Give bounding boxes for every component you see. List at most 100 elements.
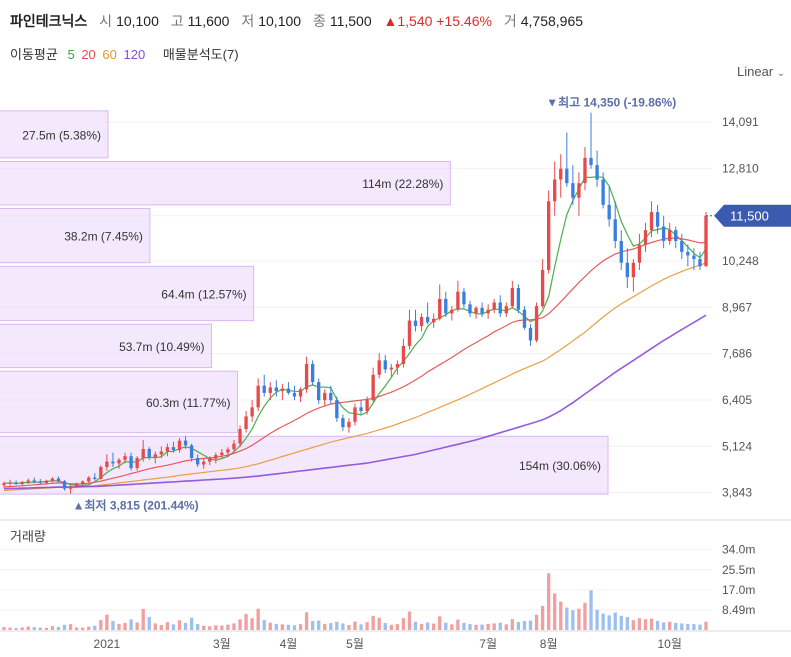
ma60-line bbox=[3, 262, 707, 492]
time-tick-label: 10월 bbox=[657, 637, 681, 651]
volume-bar bbox=[661, 622, 666, 630]
volume-bar bbox=[93, 625, 97, 630]
volume-bar bbox=[153, 623, 157, 630]
ma5-legend[interactable]: 5 bbox=[67, 47, 75, 62]
ma20-legend[interactable]: 20 bbox=[81, 47, 96, 62]
volume-profile-legend[interactable]: 매물분석도(7) bbox=[162, 47, 239, 62]
volume-bar bbox=[595, 609, 599, 630]
price-axis: 14,091 12,810 10,248 8,967 7,686 6,405 5,124 3,… bbox=[706, 115, 791, 500]
candle-body bbox=[238, 429, 242, 444]
volume-bar bbox=[250, 618, 254, 630]
volume-bar bbox=[686, 623, 690, 630]
candle-body bbox=[389, 367, 393, 370]
candle-body bbox=[395, 363, 400, 368]
candle-body bbox=[371, 374, 375, 401]
candle-body bbox=[250, 407, 254, 417]
candle-body bbox=[232, 443, 236, 450]
candle-body bbox=[450, 309, 454, 314]
candle-body bbox=[20, 481, 24, 485]
volume-bar bbox=[304, 612, 309, 630]
ma120-legend[interactable]: 120 bbox=[123, 47, 146, 62]
candle-body bbox=[631, 262, 636, 278]
candle-body bbox=[686, 251, 690, 256]
candle-body bbox=[565, 168, 569, 184]
time-axis: 2021 3월 4월 5월 7월 8월 10월 bbox=[0, 630, 791, 651]
candle-body bbox=[546, 201, 551, 270]
candle-body bbox=[286, 388, 291, 393]
current-price-tag bbox=[714, 204, 791, 227]
candle-body bbox=[214, 455, 218, 459]
candle-body bbox=[220, 452, 224, 456]
volume-bar bbox=[553, 593, 557, 630]
candle-body bbox=[177, 440, 182, 451]
volume-profile-label: 114m (22.28%) bbox=[362, 177, 443, 191]
scale-dropdown[interactable]: Linear ⌄ bbox=[737, 64, 785, 79]
volume-profile-label: 38.2m (7.45%) bbox=[64, 230, 143, 244]
candle-body bbox=[486, 309, 490, 314]
volume-bar bbox=[407, 611, 412, 630]
volume-bar bbox=[456, 619, 460, 630]
stock-header: 파인테크닉스 시 10,100 고 11,600 저 10,100 종 11,500 ▲… bbox=[0, 0, 791, 38]
volume-bar bbox=[601, 613, 605, 630]
extreme-markers: ▼최고 14,350 (-19.86%) ▲최저 3,815 (201.44%) bbox=[73, 95, 677, 513]
candle-body bbox=[474, 307, 478, 314]
candle-body bbox=[619, 241, 623, 263]
candle-body bbox=[74, 483, 79, 487]
candle-body bbox=[522, 309, 527, 328]
volume-bar bbox=[44, 627, 49, 630]
volume-bar bbox=[56, 626, 61, 630]
volume-bar bbox=[559, 601, 563, 630]
candle-body bbox=[274, 387, 278, 392]
volume-bar bbox=[292, 625, 297, 630]
candle-body bbox=[8, 482, 12, 484]
candle-body bbox=[280, 388, 285, 392]
volume-bar bbox=[298, 624, 303, 630]
candle-body bbox=[189, 445, 194, 458]
candle-body bbox=[704, 215, 708, 267]
candle-body bbox=[317, 382, 321, 401]
volume-bar bbox=[38, 627, 42, 630]
volume-bar bbox=[486, 623, 490, 630]
open-value: 10,100 bbox=[116, 13, 159, 29]
volume-bar bbox=[680, 623, 684, 630]
volume-bar bbox=[565, 607, 569, 630]
volume-bar bbox=[74, 627, 79, 630]
volume-bar bbox=[674, 622, 678, 630]
volume-bar bbox=[571, 610, 575, 630]
time-tick-label: 4월 bbox=[280, 637, 298, 651]
candlesticks bbox=[2, 112, 708, 494]
candle-body bbox=[256, 385, 260, 408]
volume-bar bbox=[111, 621, 115, 630]
volume-bar bbox=[310, 621, 315, 630]
candle-body bbox=[649, 212, 654, 231]
volume-bar bbox=[129, 619, 133, 630]
volume-bar bbox=[183, 622, 188, 630]
volume-bar bbox=[244, 613, 248, 630]
candle-body bbox=[468, 304, 472, 314]
volume-profile-label: 154m (30.06%) bbox=[519, 459, 601, 473]
candle-body bbox=[165, 447, 170, 452]
candle-body bbox=[444, 298, 448, 314]
change-value: ▲1,540 +15.46% bbox=[383, 13, 492, 29]
volume-bar bbox=[238, 619, 242, 630]
low-label: 저 bbox=[241, 13, 255, 29]
volume-grid bbox=[0, 549, 712, 611]
candle-body bbox=[135, 457, 139, 469]
volume-bar bbox=[395, 624, 400, 630]
volume-bar bbox=[371, 615, 375, 630]
volume-profile-bar bbox=[0, 265, 255, 322]
volume-bar bbox=[189, 617, 194, 630]
volume-bar bbox=[504, 624, 508, 630]
stock-name: 파인테크닉스 bbox=[10, 13, 88, 29]
volume-bar bbox=[135, 622, 139, 630]
candle-body bbox=[335, 400, 339, 419]
candle-body bbox=[68, 486, 73, 489]
volume-bar bbox=[99, 620, 103, 630]
volume-bar bbox=[141, 608, 145, 630]
candle-body bbox=[655, 212, 660, 227]
moving-average-title[interactable]: 이동평균 bbox=[10, 47, 58, 62]
candle-body bbox=[601, 179, 605, 205]
candle-body bbox=[637, 244, 642, 263]
ma60-legend[interactable]: 60 bbox=[102, 47, 117, 62]
